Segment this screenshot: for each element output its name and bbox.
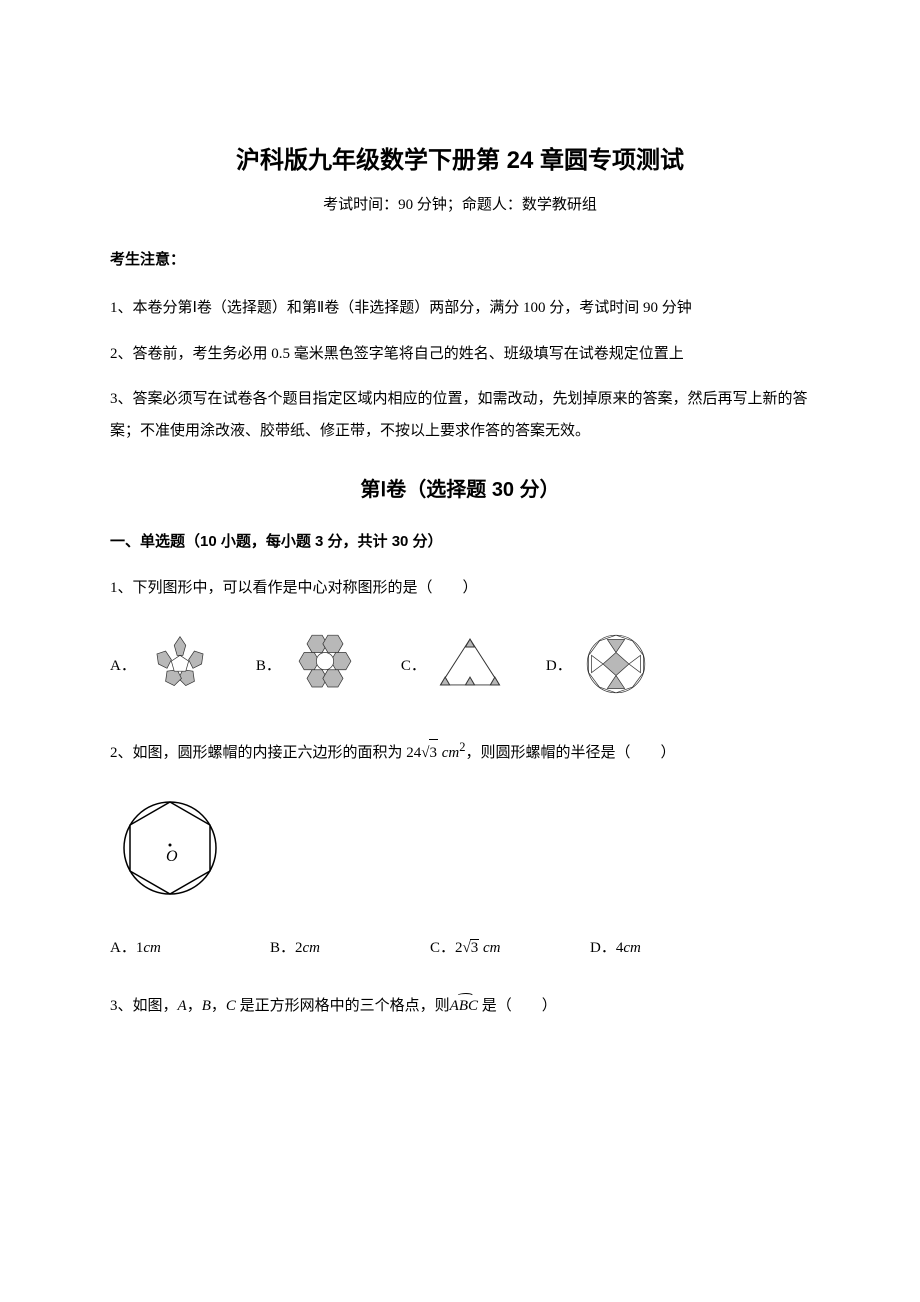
option-1d-label: D． (546, 654, 572, 675)
question-2-figure: O (110, 793, 810, 908)
figure-1d-pattern (580, 628, 652, 700)
figure-1b-hexagons (289, 628, 361, 700)
question-1-options: A． B． (110, 628, 810, 700)
q2-unit: cm (438, 745, 459, 761)
option-2d: D．4cm (590, 936, 750, 957)
option-1b-label: B． (256, 654, 281, 675)
option-2b: B．2cm (270, 936, 430, 957)
hex-center-label: O (166, 848, 178, 865)
option-1a-label: A． (110, 654, 136, 675)
q2-sqrt: √3 (421, 739, 438, 767)
option-1c-label: C． (401, 654, 426, 675)
option-2a: A．1cm (110, 936, 270, 957)
section-1-header: 第Ⅰ卷（选择题 30 分） (110, 473, 810, 502)
option-1a: A． (110, 628, 216, 700)
q2-end: ，则圆形螺帽的半径是（ ） (466, 745, 676, 761)
q3-suffix: 是（ ） (478, 998, 557, 1014)
q3-prefix: 3、如图， (110, 998, 178, 1014)
document-title: 沪科版九年级数学下册第 24 章圆专项测试 (110, 140, 810, 175)
q3-arc: ABC (450, 993, 478, 1020)
q3-mid: 是正方形网格中的三个格点，则 (240, 998, 450, 1014)
option-1d: D． (546, 628, 652, 700)
question-2-options: A．1cm B．2cm C．2√3 cm D．4cm (110, 936, 810, 957)
option-1b: B． (256, 628, 361, 700)
option-2c: C．2√3 cm (430, 936, 590, 957)
document-subtitle: 考试时间：90 分钟；命题人：数学教研组 (110, 193, 810, 214)
question-1-text: 1、下列图形中，可以看作是中心对称图形的是（ ） (110, 575, 810, 602)
notice-item-3: 3、答案必须写在试卷各个题目指定区域内相应的位置，如需改动，先划掉原来的答案，然… (110, 384, 810, 447)
notice-header: 考生注意： (110, 248, 810, 269)
question-2-text: 2、如图，圆形螺帽的内接正六边形的面积为 24√3 cm2，则圆形螺帽的半径是（… (110, 736, 810, 767)
q2-prefix: 2、如图，圆形螺帽的内接正六边形的面积为 24 (110, 745, 421, 761)
q3-point-b: B (202, 998, 211, 1014)
option-1c: C． (401, 628, 506, 700)
q3-point-c: C (226, 998, 240, 1014)
figure-1c-triangles (434, 628, 506, 700)
notice-item-2: 2、答卷前，考生务必用 0.5 毫米黑色签字笔将自己的姓名、班级填写在试卷规定位… (110, 339, 810, 371)
figure-1a-pentagons (144, 628, 216, 700)
notice-item-1: 1、本卷分第Ⅰ卷（选择题）和第Ⅱ卷（非选择题）两部分，满分 100 分，考试时间… (110, 293, 810, 325)
q3-point-a: A (178, 998, 187, 1014)
question-3-text: 3、如图，A，B，C 是正方形网格中的三个格点，则ABC 是（ ） (110, 993, 810, 1020)
subsection-1: 一、单选题（10 小题，每小题 3 分，共计 30 分） (110, 530, 810, 551)
